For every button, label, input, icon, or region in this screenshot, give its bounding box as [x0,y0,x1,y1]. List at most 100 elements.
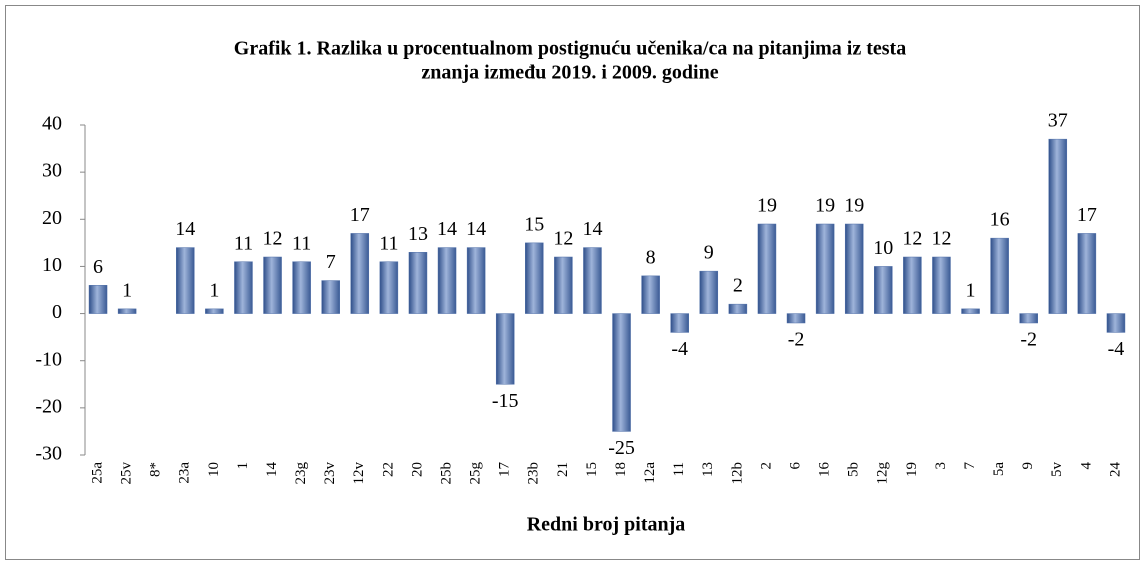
x-tick-label: 7 [962,462,978,470]
data-label: 1 [966,279,976,301]
bar [786,313,806,324]
x-tick-label: 22 [380,462,396,477]
bar [176,247,195,314]
bar [903,256,922,314]
x-tick-label: 6 [787,462,803,470]
data-label: 17 [350,204,370,226]
x-tick-label: 8* [148,462,164,477]
x-tick-label: 10 [206,462,222,477]
bar [728,303,748,314]
x-tick-label: 9 [1020,462,1036,470]
y-tick-label: 20 [42,207,62,229]
data-label: 13 [408,223,428,245]
x-tick-label: 12v [351,462,367,485]
data-label: 11 [234,232,253,254]
data-label: 19 [815,195,835,217]
bar [612,313,631,432]
data-label: 6 [93,256,103,278]
chart-title: Grafik 1. Razlika u procentualnom postig… [234,38,906,60]
data-label: 7 [326,251,336,273]
x-tick-label: 18 [613,462,629,477]
x-tick-label: 20 [409,462,425,477]
data-label: 15 [524,213,544,235]
y-tick-label: 40 [42,113,62,135]
y-tick-label: -20 [35,395,62,417]
y-tick-label: 30 [42,160,62,182]
data-label: 12 [931,228,951,250]
data-label: 1 [122,279,132,301]
x-tick-label: 14 [264,462,280,478]
bar [670,313,689,333]
data-label: 17 [1077,204,1097,226]
data-label: -4 [1108,338,1125,360]
data-label: -4 [671,338,688,360]
data-label: 8 [646,246,656,268]
x-tick-label: 21 [555,462,571,477]
bar [495,313,515,385]
bar [874,266,893,314]
x-tick-label: 3 [933,462,949,470]
x-tick-label: 17 [497,462,513,478]
data-label: 10 [873,237,893,259]
data-label: -2 [1020,329,1037,351]
bar [379,261,399,314]
x-tick-label: 13 [700,462,716,477]
data-label: 19 [757,195,777,217]
x-axis-title: Redni broj pitanja [527,514,686,536]
x-tick-label: 23g [293,462,309,485]
bar [1106,313,1126,333]
bar [408,252,428,314]
x-tick-label: 1 [235,462,251,470]
bar [350,233,370,314]
data-label: 14 [437,218,457,240]
data-label: 19 [844,195,864,217]
bar [757,223,777,314]
bar [1077,233,1097,314]
y-tick-label: 10 [42,254,62,276]
frame [5,5,1140,560]
data-label: 2 [733,275,743,297]
x-tick-label: 25v [119,462,135,485]
x-tick-label: 23b [526,462,542,485]
data-label: 11 [379,232,398,254]
x-tick-label: 23a [177,462,193,484]
data-label: 14 [582,218,602,240]
x-tick-label: 5v [1049,462,1065,478]
data-label: 37 [1048,110,1068,132]
bar [234,261,253,314]
bar [1048,138,1068,314]
bar [932,256,951,314]
y-tick-label: -10 [35,348,62,370]
data-label: -15 [492,390,519,412]
bar [205,308,224,314]
x-tick-label: 15 [584,462,600,477]
data-label: 14 [175,218,195,240]
y-tick-label: 0 [52,301,62,323]
bar [88,285,108,314]
x-tick-label: 12b [729,462,745,485]
data-label: -2 [788,329,805,351]
data-label: 16 [990,209,1010,231]
data-label: 9 [704,242,714,264]
x-tick-label: 23v [322,462,338,485]
bar [292,261,311,314]
x-tick-label: 12a [642,462,658,484]
data-label: 12 [902,228,922,250]
bar [961,308,980,314]
bar [641,275,660,314]
bar [1019,313,1038,324]
x-tick-label: 11 [671,462,687,476]
x-tick-label: 25a [89,462,105,484]
x-tick-label: 25b [438,462,454,485]
bar [844,223,864,314]
data-label: 14 [466,218,486,240]
x-tick-label: 25g [468,462,484,485]
chart-title: znanja između 2019. i 2009. godine [421,62,718,84]
bar [525,242,544,314]
bar [583,247,602,314]
x-tick-label: 4 [1078,462,1094,470]
x-tick-label: 12g [875,462,891,485]
bar [437,247,457,314]
bar [554,256,573,314]
